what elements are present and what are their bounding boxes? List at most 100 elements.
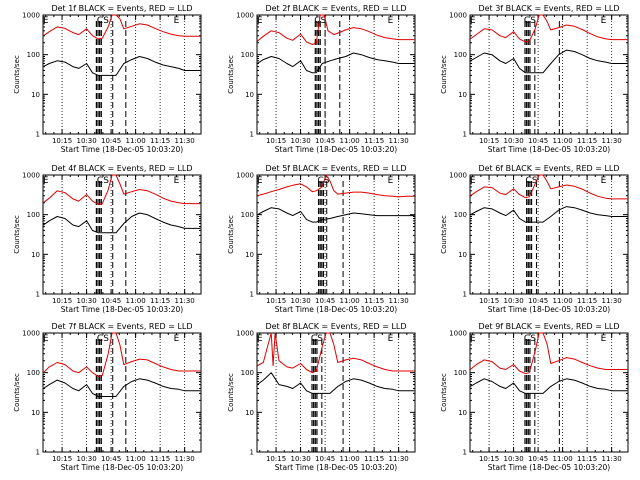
event-marker: CS <box>314 16 326 26</box>
x-tick-label: 10:45 <box>315 455 335 463</box>
x-tick-label: 10:30 <box>503 455 523 463</box>
x-axis-label: Start Time (18-Dec-05 10:03:20) <box>61 305 183 314</box>
event-marker: CS <box>97 16 109 26</box>
y-tick-label: 100 <box>27 369 40 377</box>
chart-title: Det 2f BLACK = Events, RED = LLD <box>265 4 406 13</box>
event-marker: E <box>43 334 49 344</box>
y-tick-label: 10 <box>245 409 254 417</box>
series-line-lld <box>43 174 201 205</box>
x-tick-label: 11:30 <box>175 455 195 463</box>
y-tick-label: 1000 <box>22 12 40 20</box>
x-tick-label: 10:30 <box>503 137 523 145</box>
x-tick-label: 10:45 <box>315 137 335 145</box>
plot-frame <box>469 174 629 295</box>
y-axis-label: Counts/sec <box>227 55 235 94</box>
plot-frame <box>469 14 629 135</box>
x-tick-label: 11:15 <box>364 137 384 145</box>
series-line-events <box>257 372 415 394</box>
series-line-events <box>43 378 201 397</box>
y-tick-label: 1 <box>36 131 40 139</box>
panel-det-5: Det 5f BLACK = Events, RED = LLD 1 10 100 10… <box>227 164 416 314</box>
y-axis-label: Counts/sec <box>13 215 21 254</box>
x-tick-label: 10:30 <box>290 297 310 305</box>
x-tick-label: 10:45 <box>101 455 121 463</box>
series-line-lld <box>257 174 415 198</box>
y-tick-label: 100 <box>454 211 467 219</box>
event-marker: E <box>43 176 49 186</box>
panel-det-1: Det 1f BLACK = Events, RED = LLD 1 10 100 10… <box>13 4 202 154</box>
y-tick-label: 10 <box>31 251 40 259</box>
x-tick-label: 11:30 <box>389 455 409 463</box>
panel-det-8: Det 8f BLACK = Events, RED = LLD 1 10 100 10… <box>227 322 416 472</box>
y-axis-label: Counts/sec <box>13 373 21 412</box>
x-tick-label: 11:00 <box>126 455 146 463</box>
y-tick-label: 100 <box>27 211 40 219</box>
y-tick-label: 1 <box>250 449 254 457</box>
series-line-events <box>257 52 415 74</box>
y-tick-label: 1000 <box>449 172 467 180</box>
y-tick-label: 1000 <box>236 172 254 180</box>
y-tick-label: 1000 <box>449 330 467 338</box>
panel-det-6: Det 6f BLACK = Events, RED = LLD 1 10 100 10… <box>440 164 629 314</box>
y-axis-label: Counts/sec <box>227 215 235 254</box>
series-line-events <box>470 206 628 223</box>
event-marker: E <box>601 16 607 26</box>
event-marker: CS <box>317 176 329 186</box>
y-tick-label: 100 <box>241 51 254 59</box>
x-tick-label: 10:45 <box>528 137 548 145</box>
plot-frame <box>256 14 416 135</box>
y-tick-label: 100 <box>27 51 40 59</box>
x-tick-label: 10:15 <box>266 297 286 305</box>
panel-det-2: Det 2f BLACK = Events, RED = LLD 1 10 100 10… <box>227 4 416 154</box>
x-tick-label: 10:15 <box>52 137 72 145</box>
event-marker: E <box>470 334 476 344</box>
series-line-events <box>470 49 628 74</box>
panel-det-7: Det 7f BLACK = Events, RED = LLD 1 10 100 10… <box>13 322 202 472</box>
y-tick-label: 10 <box>458 409 467 417</box>
x-tick-label: 11:30 <box>389 297 409 305</box>
series-line-lld <box>470 174 628 200</box>
y-tick-label: 10 <box>458 91 467 99</box>
event-marker: E <box>388 334 394 344</box>
y-tick-label: 1 <box>463 291 467 299</box>
y-tick-label: 100 <box>454 51 467 59</box>
y-tick-label: 1 <box>463 131 467 139</box>
x-axis-label: Start Time (18-Dec-05 10:03:20) <box>488 305 610 314</box>
chart-title: Det 8f BLACK = Events, RED = LLD <box>265 322 406 331</box>
x-tick-label: 10:30 <box>290 455 310 463</box>
y-axis-label: Counts/sec <box>440 215 448 254</box>
x-tick-label: 10:15 <box>479 455 499 463</box>
y-tick-label: 100 <box>241 211 254 219</box>
x-tick-label: 11:00 <box>553 455 573 463</box>
y-tick-label: 1 <box>250 291 254 299</box>
x-tick-label: 11:00 <box>340 455 360 463</box>
plot-frame <box>42 332 202 453</box>
x-tick-label: 10:30 <box>76 297 96 305</box>
x-tick-label: 11:15 <box>577 455 597 463</box>
series-line-events <box>257 207 415 223</box>
series-line-lld <box>470 332 628 375</box>
chart-title: Det 7f BLACK = Events, RED = LLD <box>51 322 192 331</box>
x-tick-label: 11:30 <box>175 137 195 145</box>
x-tick-label: 10:15 <box>266 137 286 145</box>
y-tick-label: 1000 <box>22 172 40 180</box>
event-marker: CS <box>524 334 536 344</box>
y-tick-label: 1 <box>250 131 254 139</box>
plot-frame <box>469 332 629 453</box>
x-tick-label: 11:30 <box>602 137 622 145</box>
y-tick-label: 100 <box>241 369 254 377</box>
y-tick-label: 100 <box>454 369 467 377</box>
y-tick-label: 10 <box>245 91 254 99</box>
event-marker: E <box>257 16 263 26</box>
x-axis-label: Start Time (18-Dec-05 10:03:20) <box>275 145 397 154</box>
event-marker: E <box>470 176 476 186</box>
event-marker: CS <box>311 334 323 344</box>
series-line-events <box>470 378 628 394</box>
event-marker: E <box>257 334 263 344</box>
event-marker: CS <box>97 334 109 344</box>
plot-frame <box>42 14 202 135</box>
x-tick-label: 11:30 <box>389 137 409 145</box>
x-tick-label: 11:15 <box>150 455 170 463</box>
chart-title: Det 4f BLACK = Events, RED = LLD <box>51 164 192 173</box>
x-tick-label: 11:00 <box>340 297 360 305</box>
